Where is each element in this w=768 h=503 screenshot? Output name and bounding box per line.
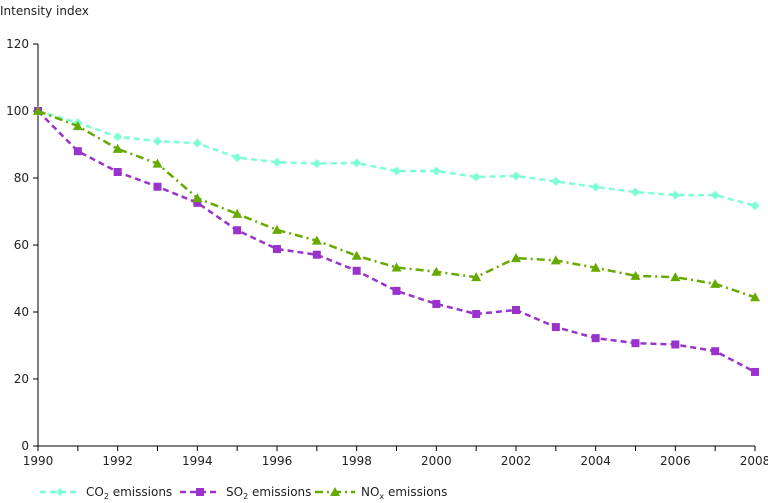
data-point-nox bbox=[33, 106, 43, 115]
data-point-so2 bbox=[512, 305, 520, 314]
data-point-nox bbox=[192, 193, 203, 203]
data-point-nox bbox=[152, 158, 163, 168]
series-nox bbox=[33, 106, 760, 302]
data-point-co2 bbox=[551, 176, 561, 186]
data-point-co2 bbox=[232, 153, 242, 163]
data-point-nox bbox=[72, 121, 83, 131]
legend-label-nox: NOx emissions bbox=[361, 485, 447, 501]
data-point-co2 bbox=[670, 190, 680, 200]
legend-item-co2: CO2 emissions bbox=[40, 485, 172, 501]
y-tick-label: 100 bbox=[6, 104, 29, 118]
legend-marker-co2 bbox=[56, 488, 64, 496]
data-point-nox bbox=[550, 255, 561, 265]
legend-label-co2: CO2 emissions bbox=[86, 485, 172, 501]
data-point-co2 bbox=[312, 159, 322, 169]
data-point-co2 bbox=[352, 158, 362, 168]
data-point-nox bbox=[311, 235, 322, 245]
data-point-co2 bbox=[272, 157, 282, 167]
legend-marker-nox bbox=[330, 487, 340, 496]
data-point-co2 bbox=[392, 166, 401, 176]
data-point-so2 bbox=[551, 323, 560, 332]
legend-item-nox: NOx emissions bbox=[315, 485, 447, 501]
data-point-co2 bbox=[471, 172, 481, 182]
y-tick-label: 40 bbox=[14, 305, 29, 319]
data-point-co2 bbox=[113, 132, 123, 142]
data-point-co2 bbox=[511, 171, 521, 181]
x-tick-label: 1992 bbox=[102, 454, 133, 468]
legend: CO2 emissions SO2 emissions NOx emissions bbox=[40, 485, 447, 501]
x-tick-label: 1994 bbox=[182, 454, 213, 468]
data-point-so2 bbox=[751, 367, 759, 376]
data-point-nox bbox=[710, 278, 721, 288]
data-point-nox bbox=[351, 250, 362, 260]
x-tick-label: 2008 bbox=[740, 454, 768, 468]
data-point-nox bbox=[471, 272, 482, 282]
legend-item-so2: SO2 emissions bbox=[180, 485, 311, 501]
x-tick-label: 1998 bbox=[341, 454, 372, 468]
data-point-so2 bbox=[392, 286, 401, 295]
data-point-so2 bbox=[273, 245, 281, 254]
data-point-nox bbox=[590, 262, 601, 272]
series-layer bbox=[33, 106, 760, 376]
data-point-nox bbox=[750, 292, 760, 302]
data-point-so2 bbox=[193, 198, 202, 207]
data-point-so2 bbox=[113, 167, 122, 176]
data-point-co2 bbox=[591, 182, 601, 192]
y-tick-label: 20 bbox=[14, 372, 29, 386]
data-point-so2 bbox=[352, 266, 361, 275]
data-point-so2 bbox=[671, 340, 680, 349]
legend-label-so2: SO2 emissions bbox=[226, 485, 311, 501]
legend-marker-so2 bbox=[196, 488, 204, 496]
series-line-so2 bbox=[37, 110, 756, 374]
y-tick-label: 80 bbox=[14, 171, 29, 185]
y-tick-label: 60 bbox=[14, 238, 29, 252]
data-point-so2 bbox=[631, 339, 640, 348]
data-point-co2 bbox=[431, 166, 441, 176]
data-point-nox bbox=[391, 262, 402, 272]
y-tick-label: 0 bbox=[21, 439, 29, 453]
data-point-nox bbox=[112, 143, 123, 153]
axes: 0 20 40 60 80 100 120 1990 1992 1994 1996 1998 2000 2… bbox=[6, 37, 768, 468]
data-point-co2 bbox=[750, 201, 760, 211]
data-point-nox bbox=[670, 272, 681, 282]
data-point-co2 bbox=[192, 138, 202, 148]
data-point-co2 bbox=[710, 190, 720, 200]
data-point-nox bbox=[232, 208, 243, 218]
data-point-so2 bbox=[432, 299, 441, 308]
x-tick-label: 1996 bbox=[262, 454, 293, 468]
x-tick-label: 2006 bbox=[660, 454, 691, 468]
data-point-co2 bbox=[631, 187, 640, 197]
series-line-co2 bbox=[37, 109, 756, 208]
data-point-so2 bbox=[73, 147, 82, 156]
data-point-so2 bbox=[711, 347, 720, 356]
data-point-nox bbox=[431, 266, 442, 276]
data-point-co2 bbox=[153, 136, 162, 146]
data-point-nox bbox=[511, 253, 521, 263]
data-point-so2 bbox=[472, 310, 481, 319]
y-tick-label: 120 bbox=[6, 37, 29, 51]
x-tick-label: 1990 bbox=[23, 454, 54, 468]
data-point-so2 bbox=[591, 334, 600, 343]
y-axis-label: Intensity index bbox=[0, 4, 89, 18]
x-tick-label: 2002 bbox=[501, 454, 532, 468]
data-point-so2 bbox=[233, 226, 242, 235]
x-tick-label: 2004 bbox=[580, 454, 611, 468]
data-point-nox bbox=[272, 224, 282, 234]
data-point-so2 bbox=[153, 182, 162, 191]
x-tick-label: 2000 bbox=[421, 454, 452, 468]
series-so2 bbox=[34, 107, 759, 376]
data-point-so2 bbox=[312, 250, 321, 259]
data-point-nox bbox=[630, 270, 641, 280]
